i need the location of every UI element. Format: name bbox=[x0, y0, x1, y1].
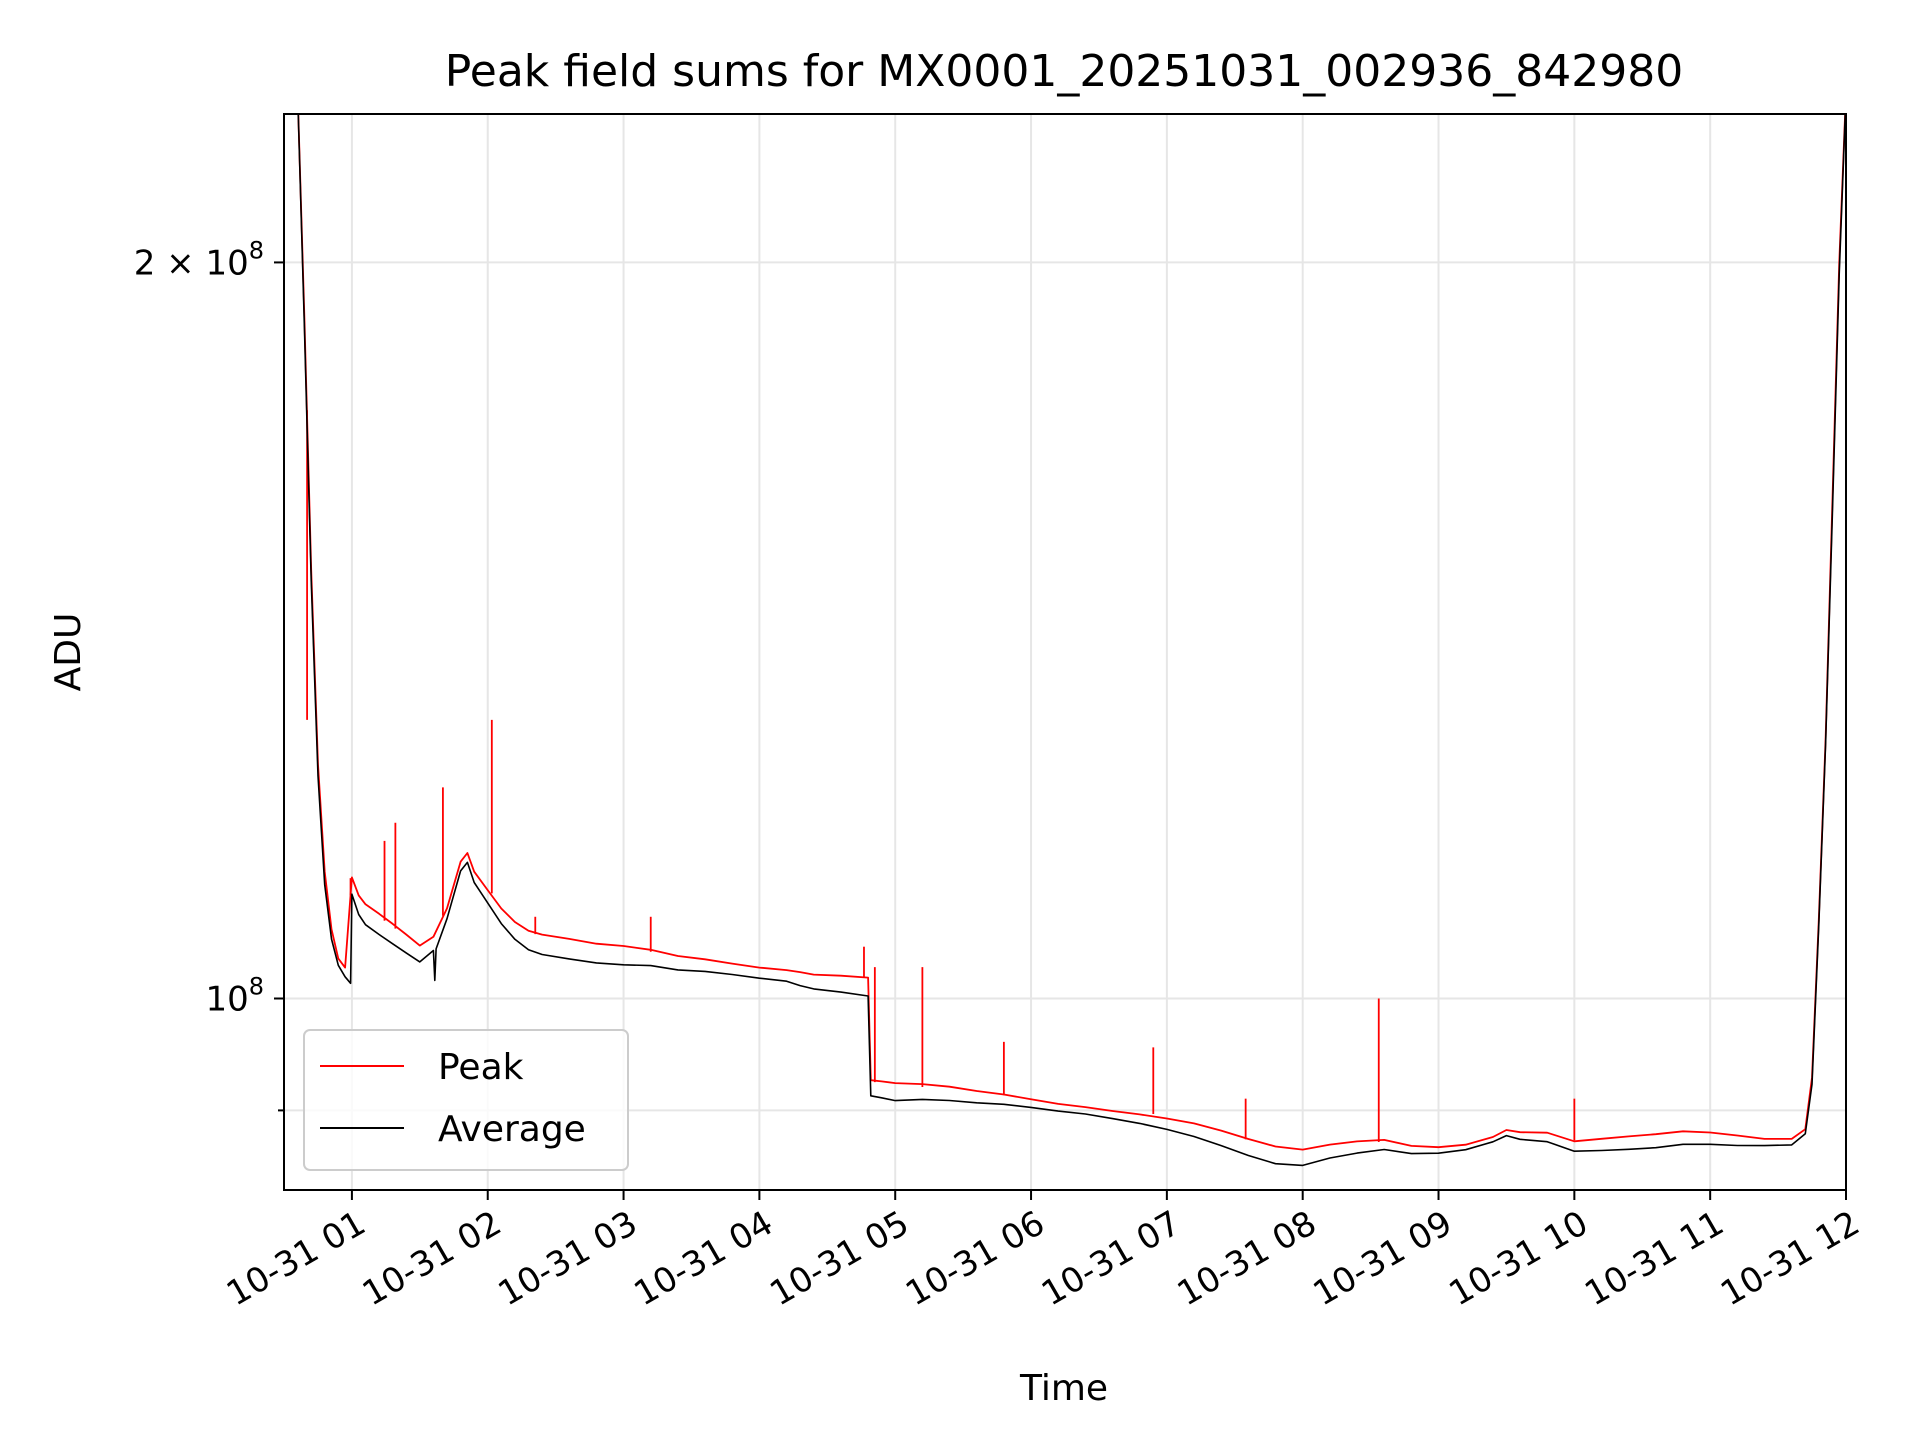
x-axis-label: Time bbox=[1019, 1368, 1108, 1409]
y-tick-label: 2 × 108 bbox=[134, 236, 264, 283]
y-tick-label: 108 bbox=[205, 973, 264, 1020]
plot-area bbox=[297, 114, 1846, 1167]
plot-frame bbox=[283, 113, 1847, 1191]
legend-label-average: Average bbox=[438, 1109, 586, 1150]
y-axis-ticks: 108 2 × 108 bbox=[134, 236, 284, 1112]
y-axis-label: ADU bbox=[48, 613, 89, 692]
legend: Peak Average bbox=[303, 1029, 629, 1171]
legend-label-peak: Peak bbox=[438, 1047, 524, 1088]
chart-title: Peak field sums for MX0001_20251031_0029… bbox=[445, 46, 1683, 97]
series-line-average bbox=[297, 114, 1846, 1167]
plot-series bbox=[297, 114, 1846, 1167]
